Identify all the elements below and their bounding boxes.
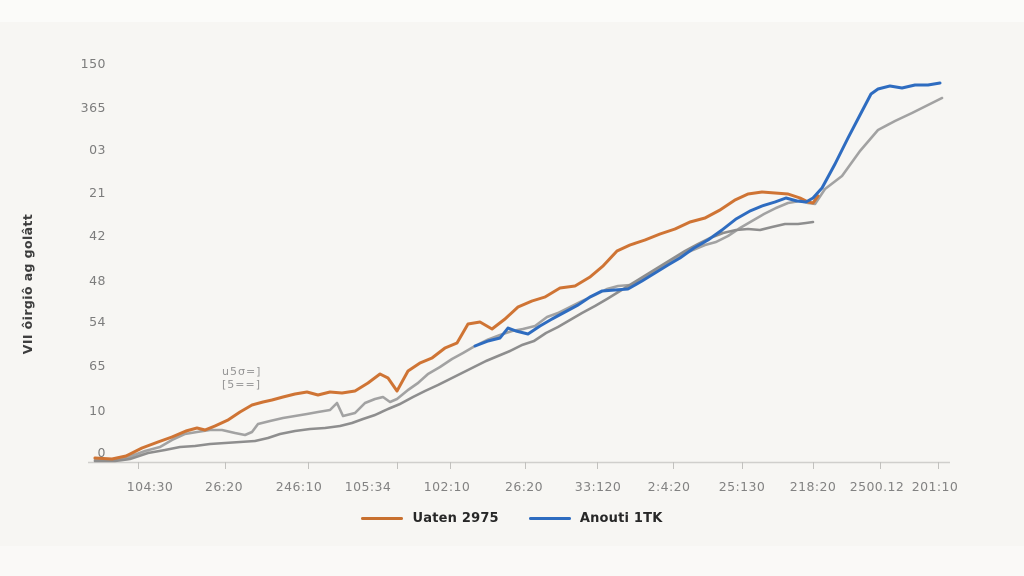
x-axis-tick-label: 25:130	[718, 479, 766, 494]
y-axis-tick-label: 365	[80, 100, 106, 115]
legend-line-swatch	[528, 517, 571, 520]
series-line-uaten-2975	[93, 190, 820, 461]
legend-item: Anouti 1TK	[528, 511, 663, 526]
x-axis-tick-label: 246:10	[275, 479, 323, 494]
plot-annotation-line-2: [5==]	[222, 378, 262, 391]
y-axis-tick-label: 0	[97, 445, 106, 460]
y-axis-tick-label: 21	[89, 185, 106, 200]
series-line-unlabeled-gray-a	[93, 96, 944, 462]
legend-label: Anouti 1TK	[579, 511, 663, 526]
series-line-unlabeled-gray-b	[93, 220, 815, 463]
legend-label: Uaten 2975	[412, 511, 499, 526]
legend-line-swatch	[361, 517, 404, 520]
x-axis-tick-label: 2500.12	[849, 479, 905, 494]
plot-annotation: u5σ=] [5==]	[222, 365, 261, 391]
x-axis-tick-label: 102:10	[423, 479, 471, 494]
y-axis-title-text: VII ôirgiô ag golâtt	[20, 213, 35, 355]
y-axis-tick-label: 150	[80, 56, 106, 71]
y-axis-tick-label: 54	[89, 314, 106, 329]
y-axis-tick-label: 03	[89, 142, 106, 157]
x-axis-tick-label: 26:20	[504, 479, 544, 494]
plot-annotation-line-1: u5σ=]	[222, 365, 262, 378]
y-axis-tick-label: 65	[89, 358, 106, 373]
legend: Uaten 2975 Anouti 1TK	[0, 511, 1024, 526]
legend-item: Uaten 2975	[361, 511, 499, 526]
y-axis-tick-label: 48	[89, 273, 106, 288]
x-axis-tick-label: 26:20	[204, 479, 244, 494]
series-line-anouti-1tk	[473, 81, 942, 348]
x-axis-tick-label: 2:4:20	[647, 479, 691, 494]
x-axis-tick-label: 104:30	[126, 479, 174, 494]
y-axis-tick-label: 10	[89, 403, 106, 418]
y-axis-tick-label: 42	[89, 228, 106, 243]
background-bottom-band	[0, 546, 1024, 576]
background-top-band	[0, 0, 1024, 22]
x-axis-tick-label: 218:20	[789, 479, 837, 494]
x-axis-tick-label: 105:34	[344, 479, 392, 494]
x-axis-tick-label: 33:120	[574, 479, 622, 494]
x-axis-tick-label: 201:10	[911, 479, 959, 494]
